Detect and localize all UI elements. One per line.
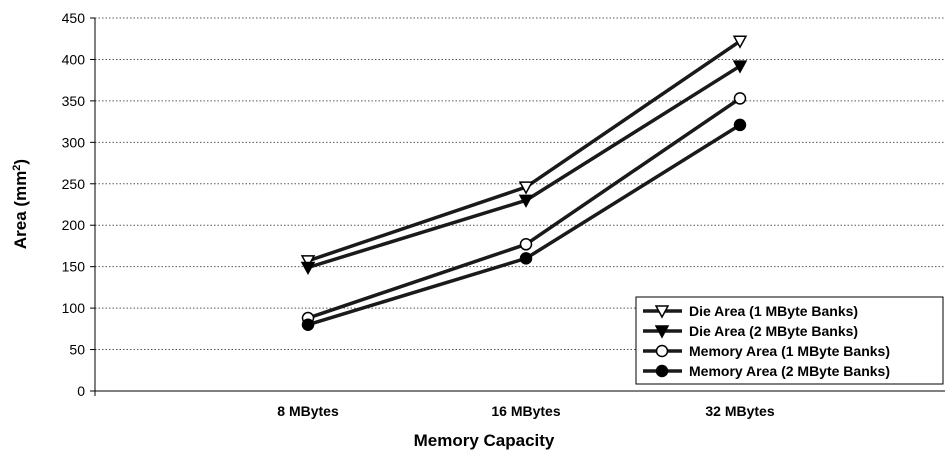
series-4 — [301, 118, 747, 331]
data-point — [518, 181, 534, 195]
data-point — [300, 255, 316, 269]
data-point — [518, 194, 534, 208]
x-axis-title: Memory Capacity — [414, 431, 555, 450]
data-point — [732, 60, 748, 74]
y-tick-label: 150 — [62, 259, 86, 275]
y-tick-labels: 0 50 100 150 200 250 300 350 400 450 — [62, 10, 95, 399]
y-axis-title-sup: 2 — [11, 165, 23, 171]
y-axis-title-prefix: Area (mm — [11, 171, 30, 249]
legend-marker — [654, 305, 670, 319]
series-line — [307, 39, 741, 263]
legend-item: Die Area (2 MByte Banks) — [643, 323, 858, 339]
legend-marker — [655, 364, 669, 378]
legend-item: Memory Area (2 MByte Banks) — [643, 363, 890, 379]
legend-label: Memory Area (1 MByte Banks) — [689, 343, 890, 359]
x-tick-labels: 8 MBytes 16 MBytes 32 MBytes — [94, 391, 775, 419]
data-point — [300, 261, 316, 276]
legend-marker — [655, 344, 669, 358]
y-tick-label: 300 — [62, 134, 86, 150]
x-tick-label: 8 MBytes — [277, 403, 339, 419]
legend: Die Area (1 MByte Banks) Die Area (2 MByt… — [635, 296, 944, 385]
legend-marker — [654, 325, 670, 339]
y-tick-label: 350 — [62, 93, 86, 109]
legend-item: Die Area (1 MByte Banks) — [643, 303, 858, 319]
legend-label: Memory Area (2 MByte Banks) — [689, 363, 890, 379]
axes — [94, 18, 945, 392]
series-1 — [300, 35, 748, 269]
y-tick-label: 100 — [62, 300, 86, 316]
legend-label: Die Area (2 MByte Banks) — [689, 323, 858, 339]
data-point — [733, 118, 747, 132]
data-point — [519, 238, 533, 251]
y-tick-label: 400 — [62, 51, 86, 67]
legend-box — [635, 296, 944, 385]
x-tick-label: 16 MBytes — [491, 403, 560, 419]
data-point — [732, 35, 748, 49]
data-point — [301, 318, 315, 331]
y-tick-label: 250 — [62, 176, 86, 192]
data-point — [519, 252, 533, 265]
y-tick-label: 50 — [69, 342, 85, 358]
series-line — [307, 96, 741, 320]
y-axis-title-suffix: ) — [11, 159, 30, 165]
series-3 — [301, 92, 747, 325]
series-2 — [300, 60, 748, 276]
y-tick-label: 200 — [62, 217, 86, 233]
legend-label: Die Area (1 MByte Banks) — [689, 303, 858, 319]
y-tick-label: 0 — [77, 383, 85, 399]
y-tick-label: 450 — [62, 10, 86, 26]
y-axis-title: Area (mm2) — [11, 159, 30, 249]
data-point — [733, 92, 747, 105]
x-tick-label: 32 MBytes — [705, 403, 774, 419]
legend-item: Memory Area (1 MByte Banks) — [643, 343, 890, 359]
series-group — [300, 35, 748, 331]
